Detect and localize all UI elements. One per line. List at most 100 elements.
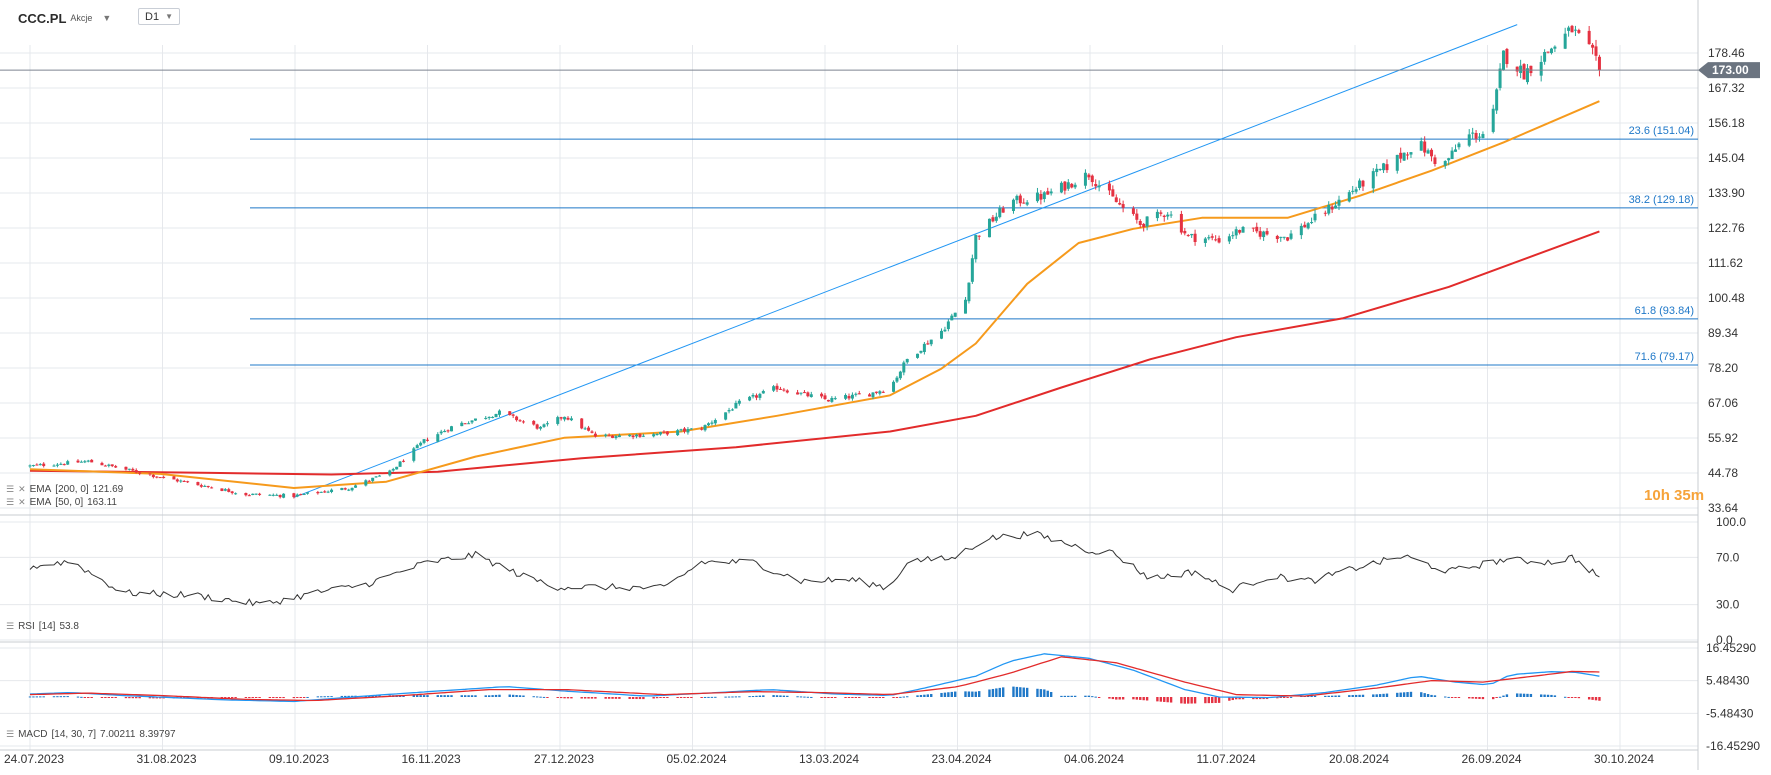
- macd-histogram-bar: [1097, 697, 1101, 698]
- candle-body: [871, 392, 875, 398]
- close-icon[interactable]: ✕: [18, 497, 26, 507]
- indicator-settings-icon[interactable]: ☰: [6, 497, 15, 507]
- legend-ema200[interactable]: ☰ ✕ EMA [200, 0] 121.69: [6, 484, 123, 495]
- macd-histogram-bar: [844, 697, 847, 698]
- rsi-tick-label: 30.0: [1716, 598, 1740, 612]
- macd-histogram-bar: [642, 697, 645, 700]
- candle-body: [655, 433, 659, 436]
- candle-body: [1423, 141, 1427, 153]
- close-icon[interactable]: ✕: [18, 484, 26, 494]
- macd-histogram-bar: [1067, 695, 1070, 697]
- macd-histogram-bar: [1036, 688, 1039, 697]
- macd-histogram-bar: [1084, 695, 1087, 697]
- candle-body: [521, 421, 525, 423]
- candle-body: [258, 493, 262, 495]
- candle-body: [1162, 215, 1166, 218]
- candle-body: [1457, 143, 1461, 148]
- legend-rsi[interactable]: ☰ RSI [14] 53.8: [6, 621, 79, 632]
- candle-body: [484, 417, 488, 419]
- macd-histogram-bar: [926, 694, 930, 697]
- macd-histogram-bar: [1043, 689, 1046, 697]
- macd-histogram-bar: [508, 694, 511, 697]
- current-price-tag: [1698, 62, 1760, 79]
- candle-body: [467, 423, 471, 425]
- candle-body: [727, 410, 731, 412]
- candle-body: [251, 493, 255, 495]
- candle-body: [919, 350, 923, 353]
- candle-body: [254, 493, 258, 495]
- price-tick-label: 156.18: [1708, 116, 1745, 130]
- fib-level-label: 71.6 (79.17): [1635, 351, 1694, 363]
- candle-body: [1519, 65, 1523, 74]
- candle-body: [1262, 231, 1266, 238]
- candle-body: [826, 399, 830, 402]
- candle-body: [679, 429, 683, 431]
- legend-macd[interactable]: ☰ MACD [14, 30, 7] 7.00211 8.39797: [6, 729, 176, 740]
- price-tick-label: 33.64: [1708, 501, 1738, 515]
- candle-body: [1217, 238, 1221, 243]
- macd-histogram-bar: [1211, 697, 1214, 704]
- candle-body: [1231, 235, 1235, 237]
- ema200-value: 121.69: [92, 484, 124, 495]
- macd-histogram-bar: [964, 691, 967, 697]
- macd-histogram-bar: [559, 697, 563, 699]
- macd-histogram-bar: [810, 696, 813, 698]
- candle-body: [569, 418, 573, 421]
- macd-histogram-bar: [268, 697, 272, 699]
- macd-histogram-bar: [1598, 697, 1601, 701]
- macd-histogram-bar: [539, 696, 542, 698]
- macd-histogram-bar: [371, 695, 374, 697]
- macd-histogram-bar: [703, 696, 707, 698]
- candle-body: [278, 494, 282, 498]
- candle-body: [1186, 235, 1190, 237]
- candle-body: [1214, 239, 1218, 241]
- indicator-settings-icon[interactable]: ☰: [6, 484, 15, 494]
- macd-histogram-bar: [1409, 691, 1413, 697]
- candle-body: [799, 392, 803, 394]
- macd-histogram-bar: [446, 695, 450, 697]
- symbol-selector[interactable]: CCC.PL Akcje ▼: [18, 8, 111, 28]
- candle-body: [868, 394, 872, 397]
- indicator-settings-icon[interactable]: ☰: [6, 729, 15, 739]
- date-tick-label: 23.04.2024: [932, 752, 992, 766]
- timeframe-selector[interactable]: D1 ▼: [138, 8, 180, 25]
- date-tick-label: 04.06.2024: [1064, 752, 1124, 766]
- candle-body: [35, 464, 39, 466]
- macd-histogram-bar: [916, 695, 919, 697]
- macd-histogram-bar: [515, 695, 518, 697]
- candle-body: [1289, 233, 1293, 239]
- candle-body: [1529, 65, 1533, 74]
- candle-body: [1450, 150, 1454, 160]
- macd-histogram-bar: [56, 696, 59, 698]
- candle-body: [1018, 195, 1022, 204]
- candle-body: [107, 464, 111, 466]
- candle-body: [319, 491, 323, 493]
- candle-body: [1543, 51, 1547, 62]
- macd-histogram-bar: [63, 696, 66, 698]
- candle-body: [987, 218, 991, 238]
- price-tick-label: 122.76: [1708, 221, 1745, 235]
- macd-histogram-bar: [344, 695, 347, 697]
- candle-body: [110, 464, 114, 467]
- macd-histogram-bar: [1553, 695, 1557, 697]
- candle-body: [422, 439, 426, 443]
- candle-body: [1539, 61, 1543, 76]
- macd-signal-line: [29, 656, 1600, 702]
- macd-histogram-bar: [748, 696, 751, 698]
- candle-body: [323, 491, 327, 493]
- candle-body: [754, 395, 758, 398]
- price-tick-label: 111.62: [1708, 256, 1743, 270]
- candle-body: [1495, 89, 1499, 111]
- macd-histogram-bar: [1183, 697, 1187, 704]
- fib-level-label: 38.2 (129.18): [1629, 194, 1694, 206]
- candle-body: [1238, 230, 1242, 233]
- legend-ema50[interactable]: ☰ ✕ EMA [50, 0] 163.11: [6, 497, 117, 508]
- indicator-settings-icon[interactable]: ☰: [6, 621, 15, 631]
- candle-body: [271, 494, 275, 496]
- macd-histogram-bar: [614, 697, 618, 699]
- macd-histogram-bar: [902, 696, 906, 698]
- macd-histogram-bar: [330, 696, 333, 698]
- date-tick-label: 24.07.2023: [4, 752, 64, 766]
